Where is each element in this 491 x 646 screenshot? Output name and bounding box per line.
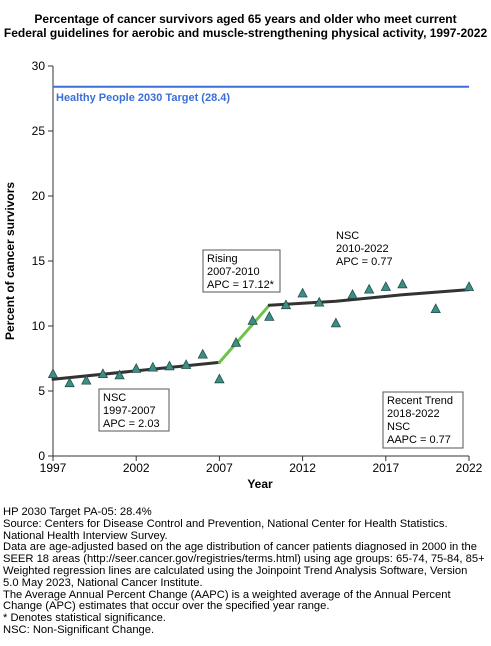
data-point (147, 361, 159, 372)
data-point (397, 278, 408, 289)
annotation-line: 2010-2022 (336, 243, 389, 255)
data-point (264, 311, 275, 321)
y-tick-label: 25 (32, 124, 46, 138)
data-point (131, 363, 142, 373)
data-point (64, 377, 75, 388)
y-ticks: 0 5 10 15 20 25 30 (32, 59, 53, 463)
annotation-recent-trend: Recent Trend 2018-2022 NSC AAPC = 0.77 (382, 391, 464, 449)
svg-text:Rising 2007-2010 A: Rising 2007-2010 APC = 17.12* (207, 253, 275, 291)
target-label: Healthy People 2030 Target (28.4) (56, 92, 230, 104)
x-tick-label: 2017 (372, 461, 399, 475)
x-ticks: 1997 2002 2007 2012 2017 2022 (40, 456, 483, 475)
chart-title-line-1: Percentage of cancer survivors aged 65 y… (34, 12, 457, 26)
svg-text:Recent Trend 2018-2022: Recent Trend 2018-2022 NSC AAPC = 0.77 (387, 395, 456, 446)
data-point (97, 368, 109, 379)
y-tick-label: 5 (38, 384, 45, 398)
data-point (463, 281, 475, 291)
annotation-line: NSC (336, 230, 359, 242)
x-tick-label: 2012 (289, 461, 316, 475)
chart-title-line-2: Federal guidelines for aerobic and muscl… (3, 26, 488, 40)
y-tick-label: 0 (38, 449, 45, 463)
data-point (180, 359, 192, 369)
data-point (214, 373, 225, 384)
x-tick-label: 2007 (206, 461, 233, 475)
footnote-line: * Denotes statistical significance. (3, 612, 166, 625)
data-point (81, 374, 92, 385)
annotation-line: 1997-2007 (103, 405, 156, 417)
data-point (297, 287, 308, 298)
scatter-chart: 0 5 10 15 20 25 30 1997 2002 2007 2012 2017 2022 Pe… (3, 59, 483, 491)
x-tick-label: 2002 (123, 461, 150, 475)
trend-segment (217, 303, 271, 364)
annotation-line: 2018-2022 (387, 408, 440, 420)
y-tick-label: 20 (32, 189, 46, 203)
y-tick-label: 30 (32, 59, 46, 73)
annotation-line: NSC (387, 421, 410, 433)
data-point (247, 314, 258, 325)
annotation-nsc-1997-2007: NSC 1997-2007 APC = 2.03 (98, 388, 170, 432)
data-point (347, 288, 358, 299)
data-points (47, 278, 475, 388)
trend-lines (51, 288, 471, 381)
annotation-box (331, 227, 403, 270)
annotation-line: NSC (103, 392, 126, 404)
data-point (430, 303, 441, 314)
footnote-line: Source: Centers for Disease Control and … (3, 517, 448, 530)
footnote-line: The Average Annual Percent Change (AAPC)… (3, 588, 451, 601)
footnote-line: HP 2030 Target PA-05: 28.4% (3, 506, 152, 518)
annotation-line: AAPC = 0.77 (387, 434, 451, 446)
data-point (230, 337, 242, 347)
footnote-line: SEER 18 areas (http://seer.cancer.gov/re… (3, 553, 485, 566)
annotation-line: APC = 17.12* (207, 279, 275, 291)
x-tick-label: 1997 (40, 461, 67, 475)
data-point (197, 348, 208, 359)
footnote-line: National Health Interview Survey. (3, 529, 168, 542)
data-point (164, 360, 175, 371)
svg-text:NSC 2010-2022 APC: NSC 2010-2022 APC = 0.77 (336, 230, 393, 268)
footnote-line: Data are age-adjusted based on the age d… (3, 541, 477, 554)
y-axis-label: Percent of cancer survivors (3, 182, 17, 340)
y-tick-label: 10 (32, 319, 46, 333)
x-tick-label: 2022 (456, 461, 483, 475)
annotation-box (202, 249, 281, 293)
x-axis-label: Year (247, 477, 273, 491)
data-point (314, 296, 325, 307)
data-point (363, 283, 375, 294)
data-point (47, 368, 59, 379)
y-tick-label: 15 (32, 254, 46, 268)
footnote-line: NSC: Non-Significant Change. (3, 623, 155, 636)
annotation-line: Rising (207, 253, 238, 265)
data-point (114, 369, 125, 380)
data-point (280, 299, 292, 310)
annotation-line: Recent Trend (387, 395, 453, 407)
footnote-line: Weighted regression lines are calculated… (3, 564, 468, 577)
footnotes: HP 2030 Target PA-05: 28.4% Source: Cent… (3, 506, 491, 637)
annotation-line: APC = 2.03 (103, 418, 160, 430)
annotation-box (382, 391, 464, 449)
annotation-line: APC = 0.77 (336, 256, 393, 268)
annotation-rising-2007-2010: Rising 2007-2010 APC = 17.12* (202, 249, 281, 293)
trend-segment (267, 288, 471, 307)
svg-text:NSC 1997-2007 APC: NSC 1997-2007 APC = 2.03 (103, 392, 160, 430)
footnote-line: 5.0 May 2023, National Cancer Institute. (3, 576, 203, 589)
annotation-nsc-2010-2022: NSC 2010-2022 APC = 0.77 (331, 227, 403, 270)
data-point (330, 317, 342, 328)
annotation-box (98, 388, 170, 432)
footnote-line: Change (APC) estimates that occur over t… (3, 600, 330, 613)
chart-title: Percentage of cancer survivors aged 65 y… (0, 12, 491, 40)
annotation-line: 2007-2010 (207, 266, 260, 278)
data-point (380, 281, 391, 291)
